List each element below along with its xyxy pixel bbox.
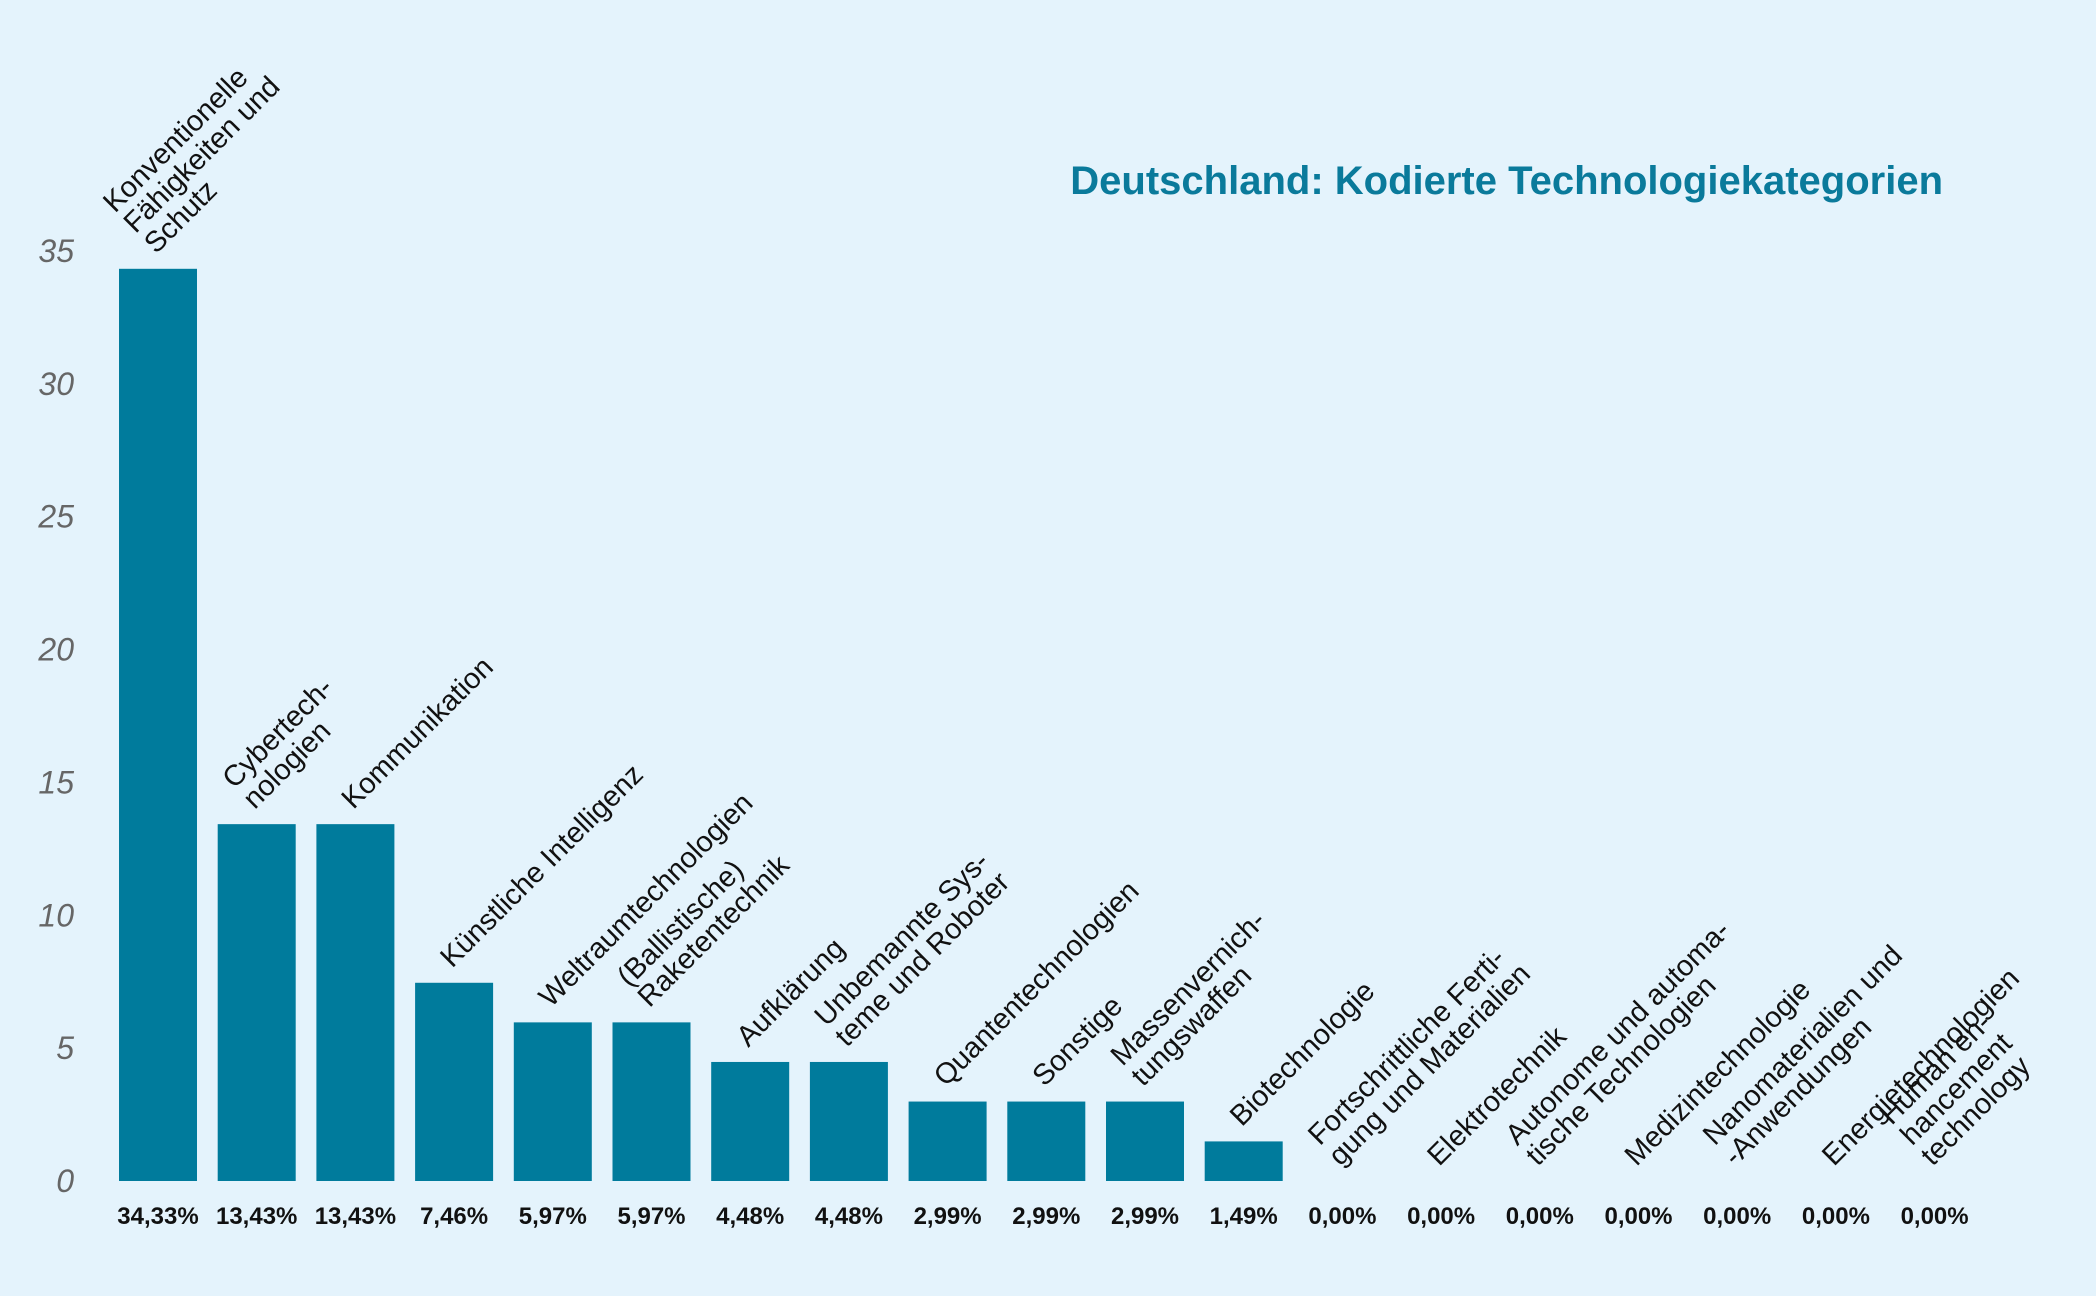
value-label: 13,43%	[216, 1203, 297, 1230]
value-label: 0,00%	[1604, 1203, 1672, 1230]
value-label: 0,00%	[1506, 1203, 1574, 1230]
y-tick-label: 0	[56, 1163, 74, 1199]
chart-title: Deutschland: Kodierte Technologiekategor…	[1070, 159, 1943, 203]
bar	[1106, 1101, 1184, 1181]
bar	[612, 1022, 691, 1181]
y-tick-label: 10	[38, 897, 74, 933]
bar	[513, 1022, 592, 1181]
y-tick-label: 20	[37, 632, 74, 668]
value-label: 2,99%	[1012, 1203, 1080, 1230]
value-label: 0,00%	[1407, 1203, 1475, 1230]
bar	[908, 1101, 987, 1181]
bar	[809, 1061, 888, 1181]
y-tick-label: 25	[37, 499, 74, 535]
value-label: 0,00%	[1308, 1203, 1376, 1230]
bar	[316, 824, 395, 1181]
value-label: 0,00%	[1901, 1203, 1969, 1230]
y-tick-label: 15	[38, 764, 74, 800]
bar	[1007, 1101, 1086, 1181]
value-label: 0,00%	[1802, 1203, 1870, 1230]
value-label: 5,97%	[617, 1203, 685, 1230]
bar	[119, 268, 197, 1181]
value-label: 1,49%	[1210, 1203, 1278, 1230]
value-label: 2,99%	[914, 1203, 982, 1230]
value-label: 5,97%	[519, 1203, 587, 1230]
bar	[217, 824, 296, 1181]
y-tick-label: 5	[56, 1030, 74, 1066]
bar	[711, 1061, 790, 1181]
value-label: 4,48%	[815, 1203, 883, 1230]
y-tick-label: 35	[38, 233, 74, 269]
value-label: 34,33%	[117, 1203, 198, 1230]
bar	[415, 982, 494, 1181]
value-label: 2,99%	[1111, 1203, 1179, 1230]
value-label: 7,46%	[420, 1203, 488, 1230]
y-tick-label: 30	[38, 366, 74, 402]
bar	[1204, 1141, 1283, 1181]
value-label: 0,00%	[1703, 1203, 1771, 1230]
value-label: 13,43%	[315, 1203, 396, 1230]
value-label: 4,48%	[716, 1203, 784, 1230]
